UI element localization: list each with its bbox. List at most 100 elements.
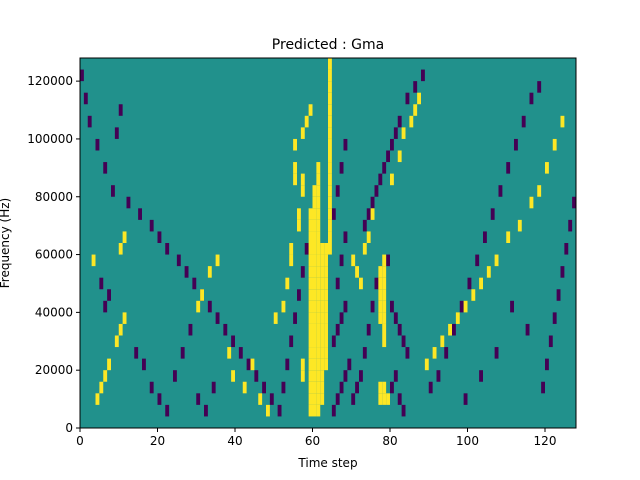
heatmap-cell-high [316, 358, 321, 371]
heatmap-cell-high [382, 335, 387, 348]
heatmap-cell-low [331, 208, 336, 220]
heatmap-cell-high [316, 370, 321, 382]
heatmap-cell-high [517, 219, 522, 232]
heatmap-cell-low [529, 92, 534, 105]
heatmap-cell-high [285, 277, 290, 290]
heatmap-cell-high [308, 300, 313, 313]
heatmap-cell-high [328, 196, 332, 209]
heatmap-cell-high [316, 335, 321, 348]
heatmap-cell-high [227, 347, 232, 359]
heatmap-cell-low [366, 323, 371, 336]
heatmap-cell-low [370, 196, 375, 209]
heatmap-cell-high [324, 277, 328, 290]
heatmap-cell-high [320, 300, 325, 313]
heatmap-cell-high [293, 162, 297, 174]
heatmap-cell-low [552, 312, 557, 324]
heatmap-cell-low [207, 300, 212, 313]
heatmap-cell-high [312, 312, 317, 324]
heatmap-cell-high [312, 323, 317, 336]
heatmap-cell-high [378, 312, 383, 324]
heatmap-cell-low [444, 347, 449, 359]
heatmap-cell-low [521, 115, 526, 128]
heatmap-cell-high [297, 208, 301, 220]
heatmap-cell-low [95, 138, 100, 151]
heatmap-cell-high [324, 243, 328, 255]
heatmap-cell-high [312, 231, 317, 243]
heatmap-cell-low [269, 393, 274, 405]
heatmap-cell-low [157, 393, 162, 405]
heatmap-cell-high [328, 150, 332, 163]
heatmap-cell-high [312, 358, 317, 371]
y-axis: 0 20000 40000 60000 80000 100000 120000 [27, 74, 80, 435]
heatmap-cell-high [316, 231, 321, 243]
heatmap-cell-high [328, 104, 332, 116]
heatmap-cell-low [479, 370, 483, 382]
x-tick-label: 120 [534, 434, 557, 448]
heatmap-cell-low [401, 404, 406, 417]
heatmap-cell-high [320, 323, 325, 336]
heatmap-cell-high [308, 219, 313, 232]
heatmap-cell-high [320, 381, 325, 394]
heatmap-cell-high [316, 196, 321, 209]
heatmap-cell-high [308, 393, 313, 405]
heatmap-cell-high [328, 127, 332, 139]
heatmap-cell-high [289, 243, 294, 255]
heatmap-cell-high [552, 138, 557, 151]
heatmap-cell-high [328, 185, 332, 197]
heatmap-cell-low [393, 370, 398, 382]
heatmap-cell-high [316, 277, 321, 290]
heatmap-cell-low [413, 81, 418, 93]
heatmap-cell-low [467, 277, 472, 290]
heatmap-cell-low [142, 358, 146, 371]
heatmap-cell-low [165, 243, 170, 255]
heatmap-cell-high [316, 323, 321, 336]
heatmap-cell-high [196, 300, 201, 313]
heatmap-cell-high [316, 254, 321, 267]
heatmap-cell-high [300, 358, 305, 371]
heatmap-cell-low [149, 219, 154, 232]
heatmap-cell-high [471, 289, 476, 301]
heatmap-cell-low [390, 138, 394, 151]
heatmap-cell-low [541, 381, 545, 394]
heatmap-cell-low [231, 335, 235, 348]
heatmap-cell-high [281, 300, 286, 313]
heatmap-cell-high [320, 277, 325, 290]
heatmap-cell-high [324, 266, 328, 278]
heatmap-cell-high [320, 266, 325, 278]
heatmap-cell-high [312, 277, 317, 290]
heatmap-cell-high [312, 370, 317, 382]
heatmap-cell-low [397, 323, 402, 336]
heatmap-cell-low [386, 150, 390, 163]
heatmap-cell-low [107, 289, 111, 301]
heatmap-cell-low [494, 347, 499, 359]
heatmap-cell-low [366, 208, 371, 220]
heatmap-cell-high [382, 381, 387, 394]
heatmap-cell-high [122, 231, 127, 243]
heatmap-cell-low [134, 347, 139, 359]
heatmap-cell-high [312, 219, 317, 232]
heatmap-cell-high [308, 104, 313, 116]
heatmap-cell-low [506, 162, 511, 174]
heatmap-cell-high [328, 115, 332, 128]
heatmap-cell-high [91, 254, 96, 267]
heatmap-cell-high [312, 185, 317, 197]
heatmap-cell-high [200, 289, 204, 301]
heatmap-cell-high [312, 381, 317, 394]
heatmap-cell-high [463, 300, 468, 313]
heatmap-cell-high [382, 312, 387, 324]
heatmap-cell-high [455, 312, 460, 324]
heatmap-cell-high [401, 127, 406, 139]
heatmap-cell-high [300, 173, 305, 186]
heatmap-cell-high [107, 358, 111, 371]
heatmap-cell-high [215, 254, 220, 267]
heatmap-cell-low [103, 162, 108, 174]
heatmap-cell-high [316, 300, 321, 313]
heatmap-cell-low [297, 289, 301, 301]
heatmap-cell-low [335, 393, 340, 405]
heatmap-cell-low [157, 231, 162, 243]
heatmap-cell-high [316, 266, 321, 278]
heatmap-cell-high [312, 393, 317, 405]
heatmap-cell-high [370, 208, 375, 220]
heatmap-cell-high [328, 231, 332, 243]
heatmap-cell-high [316, 393, 321, 405]
